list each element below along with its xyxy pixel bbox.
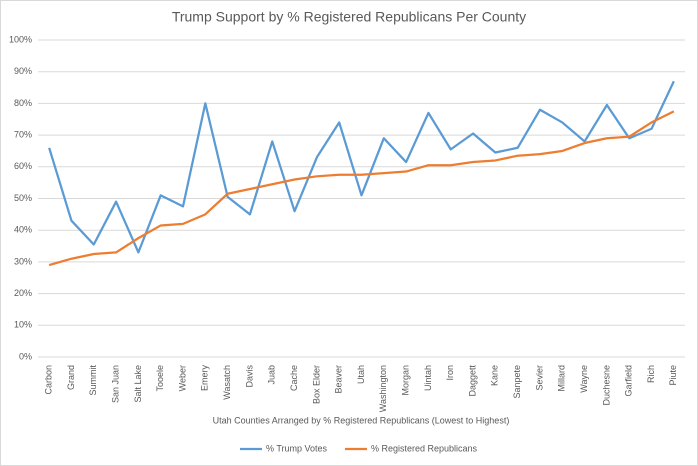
- chart-title: Trump Support by % Registered Republican…: [172, 9, 526, 25]
- y-tick-label: 30%: [14, 256, 32, 266]
- x-tick-label: Carbon: [44, 365, 54, 395]
- x-tick-label: Iron: [445, 365, 455, 381]
- x-tick-label: Kane: [490, 365, 500, 386]
- y-tick-label: 100%: [9, 34, 32, 44]
- y-tick-label: 60%: [14, 161, 32, 171]
- legend-label: % Registered Republicans: [371, 443, 478, 453]
- x-tick-label: Daggett: [467, 365, 477, 397]
- x-tick-label: San Juan: [110, 365, 120, 403]
- x-tick-label: Sanpete: [512, 365, 522, 399]
- x-tick-label: Uintah: [423, 365, 433, 391]
- x-tick-label: Sevier: [534, 365, 544, 391]
- x-tick-label: Davis: [244, 365, 254, 388]
- x-tick-label: Box Elder: [311, 365, 321, 404]
- x-tick-label: Juab: [267, 365, 277, 385]
- x-tick-label: Weber: [177, 365, 187, 391]
- series-line: [48, 80, 675, 254]
- x-tick-label: Wayne: [579, 365, 589, 393]
- x-tick-label: Salt Lake: [133, 365, 143, 403]
- x-tick-label: Tooele: [155, 365, 165, 392]
- x-tick-label: Washington: [378, 365, 388, 412]
- x-tick-label: Garfield: [624, 365, 634, 397]
- y-tick-label: 50%: [14, 193, 32, 203]
- y-tick-label: 0%: [19, 351, 32, 361]
- x-tick-label: Summit: [88, 365, 98, 396]
- y-tick-label: 10%: [14, 320, 32, 330]
- x-tick-label: Rich: [646, 365, 656, 383]
- series-line: [48, 110, 675, 267]
- y-tick-label: 90%: [14, 66, 32, 76]
- x-tick-label: Duchesne: [601, 365, 611, 406]
- x-tick-label: Emery: [200, 365, 210, 392]
- y-tick-label: 40%: [14, 225, 32, 235]
- x-tick-label: Utah: [356, 365, 366, 384]
- x-tick-label: Cache: [289, 365, 299, 391]
- x-tick-label: Grand: [66, 365, 76, 390]
- x-tick-label: Beaver: [334, 365, 344, 394]
- legend-label: % Trump Votes: [266, 443, 328, 453]
- x-tick-label: Millard: [557, 365, 567, 392]
- y-tick-label: 20%: [14, 288, 32, 298]
- y-tick-label: 80%: [14, 98, 32, 108]
- y-tick-label: 70%: [14, 129, 32, 139]
- x-tick-label: Piute: [668, 365, 678, 386]
- x-axis-title: Utah Counties Arranged by % Registered R…: [213, 415, 510, 425]
- x-tick-label: Morgan: [400, 365, 410, 396]
- x-tick-label: Wasatch: [222, 365, 232, 400]
